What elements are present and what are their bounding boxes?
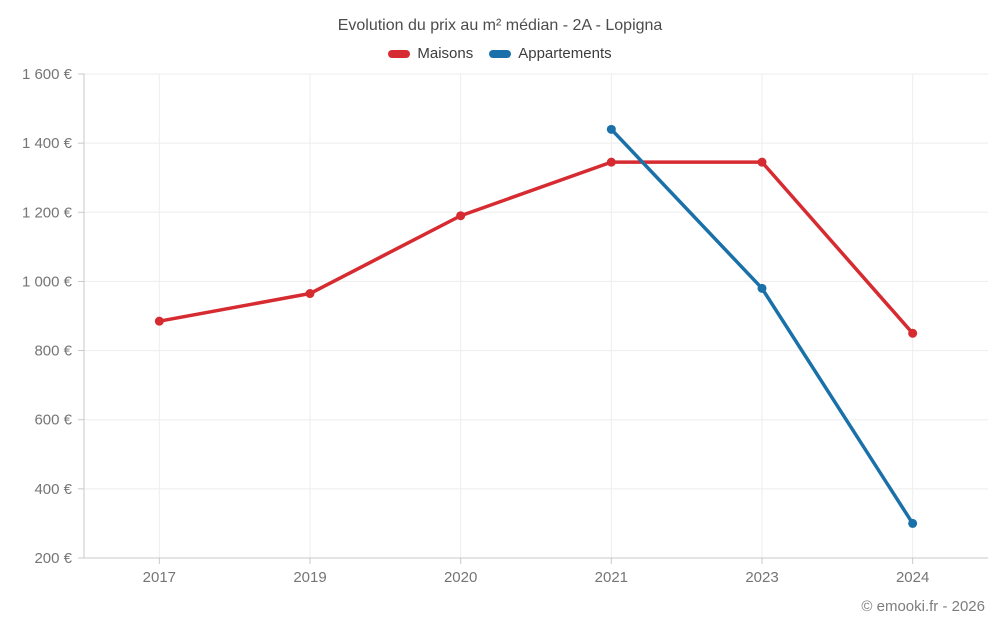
legend-item-maisons[interactable]: Maisons (388, 45, 473, 62)
legend-label-appartements: Appartements (518, 45, 612, 62)
y-tick-label: 200 € (34, 550, 72, 567)
data-point-appartements-2023[interactable] (757, 283, 767, 293)
y-tick-label: 1 400 € (22, 135, 73, 152)
data-point-maisons-2024[interactable] (908, 328, 918, 338)
y-tick-label: 1 200 € (22, 204, 73, 221)
x-tick-label: 2021 (595, 569, 628, 586)
x-tick-label: 2024 (896, 569, 929, 586)
y-tick-label: 800 € (34, 343, 72, 360)
y-tick-label: 1 000 € (22, 273, 73, 290)
data-point-appartements-2024[interactable] (908, 518, 918, 528)
copyright-text: © emooki.fr - 2026 (861, 598, 985, 615)
data-point-maisons-2017[interactable] (154, 316, 164, 326)
y-tick-label: 600 € (34, 412, 72, 429)
legend-swatch-appartements-icon (489, 49, 512, 58)
data-point-maisons-2020[interactable] (456, 211, 466, 221)
legend: Maisons Appartements (0, 45, 1000, 62)
data-point-maisons-2021[interactable] (606, 157, 616, 167)
y-tick-label: 1 600 € (22, 66, 73, 83)
x-tick-label: 2019 (293, 569, 326, 586)
x-tick-label: 2023 (745, 569, 778, 586)
data-point-maisons-2019[interactable] (305, 289, 315, 299)
legend-swatch-maisons-icon (388, 49, 411, 58)
data-point-maisons-2023[interactable] (757, 157, 767, 167)
series-line-maisons (157, 160, 915, 336)
y-tick-label: 400 € (34, 481, 72, 498)
legend-item-appartements[interactable]: Appartements (489, 45, 612, 62)
data-point-appartements-2021[interactable] (606, 124, 616, 134)
chart-title: Evolution du prix au m² médian - 2A - Lo… (337, 17, 663, 34)
x-tick-label: 2017 (143, 569, 176, 586)
legend-label-maisons: Maisons (417, 45, 474, 62)
x-tick-label: 2020 (444, 569, 477, 586)
